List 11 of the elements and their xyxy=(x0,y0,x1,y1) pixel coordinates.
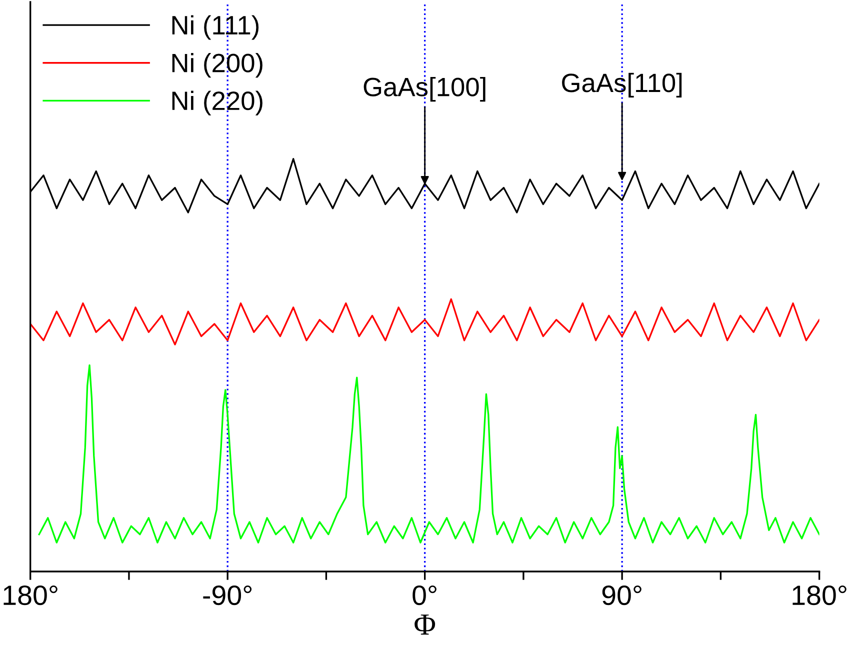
annotation: GaAs[110] xyxy=(562,72,682,98)
x-tick-label: 0° xyxy=(412,585,436,606)
x-axis-title: Φ xyxy=(414,614,436,635)
x-tick-label: -90° xyxy=(203,585,252,606)
x-tick-label: 180° xyxy=(4,585,58,606)
legend-label: Ni (111) xyxy=(172,15,259,40)
legend-label: Ni (200) xyxy=(172,53,262,78)
x-tick-label: 180° xyxy=(792,585,846,606)
annotation: GaAs[100] xyxy=(364,77,486,102)
x-tick-label: 90° xyxy=(602,585,642,606)
legend-label: Ni (220) xyxy=(172,90,262,116)
